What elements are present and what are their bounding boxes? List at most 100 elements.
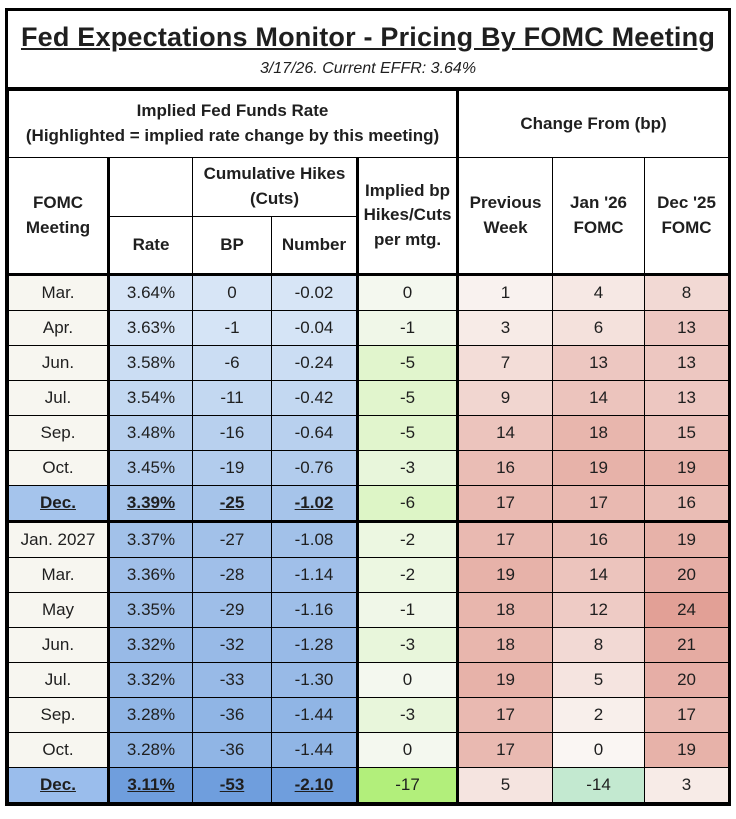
change-prev-week-cell: 7 xyxy=(457,345,554,381)
change-jan26-cell: 2 xyxy=(552,697,646,733)
change-dec25-cell: 3 xyxy=(644,767,730,803)
rate-cell: 3.39% xyxy=(108,485,193,523)
meeting-cell: Jun. xyxy=(8,345,110,381)
change-dec25-cell: 16 xyxy=(644,485,730,523)
rate-cell: 3.37% xyxy=(108,521,193,558)
change-dec25-cell: 19 xyxy=(644,732,730,768)
change-prev-week-cell: 3 xyxy=(457,310,554,346)
implied-bp-cell: 0 xyxy=(356,732,460,768)
change-prev-week-cell: 5 xyxy=(457,767,554,803)
implied-bp-cell: -1 xyxy=(356,310,460,346)
rate-cell: 3.28% xyxy=(108,732,193,768)
implied-bp-cell: -5 xyxy=(356,415,460,451)
rate-cell: 3.48% xyxy=(108,415,193,451)
implied-bp-cell: -2 xyxy=(356,521,460,558)
group-header-row: Implied Fed Funds Rate (Highlighted = im… xyxy=(7,90,730,158)
change-dec25-cell: 19 xyxy=(644,521,730,558)
change-jan26-cell: 6 xyxy=(552,310,646,346)
change-jan26-cell: 14 xyxy=(552,380,646,416)
change-dec25-cell: 13 xyxy=(644,310,730,346)
cumulative-bp-cell: -25 xyxy=(192,485,272,523)
meeting-cell: Jun. xyxy=(8,627,110,663)
implied-bp-cell: 0 xyxy=(356,662,460,698)
col-header-previous-week: Previous Week xyxy=(457,157,554,275)
cumulative-number-cell: -1.14 xyxy=(271,557,359,593)
implied-bp-cell: 0 xyxy=(356,273,460,311)
subtitle-date-effr: 3/17/26. Current EFFR: 3.64% xyxy=(259,60,477,77)
cumulative-number-cell: -2.10 xyxy=(271,767,359,803)
column-header-row-lower: Rate BP Number xyxy=(9,216,729,275)
change-jan26-cell: 13 xyxy=(552,345,646,381)
change-prev-week-cell: 16 xyxy=(457,450,554,486)
meeting-cell: Jan. 2027 xyxy=(8,521,110,558)
change-jan26-cell: 16 xyxy=(552,521,646,558)
rate-cell: 3.28% xyxy=(108,697,193,733)
cumulative-bp-cell: -29 xyxy=(192,592,272,628)
change-prev-week-cell: 18 xyxy=(457,627,554,663)
page-title: Fed Expectations Monitor - Pricing By FO… xyxy=(20,22,716,52)
implied-bp-cell: -3 xyxy=(356,450,460,486)
meeting-cell: Dec. xyxy=(8,485,110,523)
table-row: Jan. 2027 3.37% -27 -1.08 -2 17 16 19 xyxy=(8,521,730,558)
cumulative-number-cell: -1.28 xyxy=(271,627,359,663)
meeting-cell: Jul. xyxy=(8,380,110,416)
table-row: Jun. 3.58% -6 -0.24 -5 7 13 13 xyxy=(8,345,730,381)
change-jan26-cell: 8 xyxy=(552,627,646,663)
table-row: Apr. 3.63% -1 -0.04 -1 3 6 13 xyxy=(8,310,730,346)
cumulative-number-cell: -0.02 xyxy=(271,273,359,311)
fomc-pricing-table: Implied Fed Funds Rate (Highlighted = im… xyxy=(7,90,730,803)
table-row: Oct. 3.45% -19 -0.76 -3 16 19 19 xyxy=(8,450,730,486)
implied-bp-cell: -3 xyxy=(356,697,460,733)
table-row: Dec. 3.11% -53 -2.10 -17 5 -14 3 xyxy=(8,767,730,803)
table-row: Jul. 3.32% -33 -1.30 0 19 5 20 xyxy=(8,662,730,698)
cumulative-bp-cell: 0 xyxy=(192,273,272,311)
cumulative-number-cell: -0.24 xyxy=(271,345,359,381)
meeting-cell: Sep. xyxy=(8,415,110,451)
group-header-implied-note: (Highlighted = implied rate change by th… xyxy=(25,126,440,145)
rate-cell: 3.32% xyxy=(108,662,193,698)
group-header-implied-title: Implied Fed Funds Rate xyxy=(136,101,329,121)
rate-cell: 3.32% xyxy=(108,627,193,663)
cumulative-number-cell: -1.02 xyxy=(271,485,359,523)
table-row: Oct. 3.28% -36 -1.44 0 17 0 19 xyxy=(8,732,730,768)
implied-bp-cell: -1 xyxy=(356,592,460,628)
meeting-cell: Dec. xyxy=(8,767,110,803)
col-header-jan26-fomc: Jan '26 FOMC xyxy=(552,157,646,275)
rate-cell: 3.63% xyxy=(108,310,193,346)
change-jan26-cell: 5 xyxy=(552,662,646,698)
change-prev-week-cell: 19 xyxy=(457,662,554,698)
col-header-rate-spacer xyxy=(108,157,193,217)
change-dec25-cell: 20 xyxy=(644,557,730,593)
cumulative-bp-cell: -32 xyxy=(192,627,272,663)
meeting-cell: Jul. xyxy=(8,662,110,698)
change-prev-week-cell: 1 xyxy=(457,273,554,311)
meeting-cell: Apr. xyxy=(8,310,110,346)
implied-bp-cell: -3 xyxy=(356,627,460,663)
rate-cell: 3.35% xyxy=(108,592,193,628)
implied-bp-cell: -5 xyxy=(356,345,460,381)
implied-bp-cell: -2 xyxy=(356,557,460,593)
cumulative-number-cell: -1.08 xyxy=(271,521,359,558)
group-header-implied-fed-funds: Implied Fed Funds Rate (Highlighted = im… xyxy=(7,90,460,158)
group-header-change-from: Change From (bp) xyxy=(457,90,730,158)
rate-cell: 3.64% xyxy=(108,273,193,311)
table-row: Jul. 3.54% -11 -0.42 -5 9 14 13 xyxy=(8,380,730,416)
change-prev-week-cell: 17 xyxy=(457,521,554,558)
table-row: Sep. 3.28% -36 -1.44 -3 17 2 17 xyxy=(8,697,730,733)
table-row: Dec. 3.39% -25 -1.02 -6 17 17 16 xyxy=(8,485,730,523)
rate-cell: 3.54% xyxy=(108,380,193,416)
change-jan26-cell: 0 xyxy=(552,732,646,768)
table-row: May 3.35% -29 -1.16 -1 18 12 24 xyxy=(8,592,730,628)
cumulative-bp-cell: -11 xyxy=(192,380,272,416)
table-body: Mar. 3.64% 0 -0.02 0 1 4 8 Apr. 3.63% -1 -0.04 -1 3 6 1… xyxy=(8,273,730,803)
meeting-cell: Oct. xyxy=(8,732,110,768)
meeting-cell: Sep. xyxy=(8,697,110,733)
implied-bp-cell: -6 xyxy=(356,485,460,523)
change-prev-week-cell: 17 xyxy=(457,697,554,733)
rate-cell: 3.36% xyxy=(108,557,193,593)
change-prev-week-cell: 18 xyxy=(457,592,554,628)
col-header-cumulative-hikes: Cumulative Hikes (Cuts) xyxy=(192,157,359,217)
change-jan26-cell: 14 xyxy=(552,557,646,593)
table-row: Sep. 3.48% -16 -0.64 -5 14 18 15 xyxy=(8,415,730,451)
cumulative-number-cell: -1.30 xyxy=(271,662,359,698)
